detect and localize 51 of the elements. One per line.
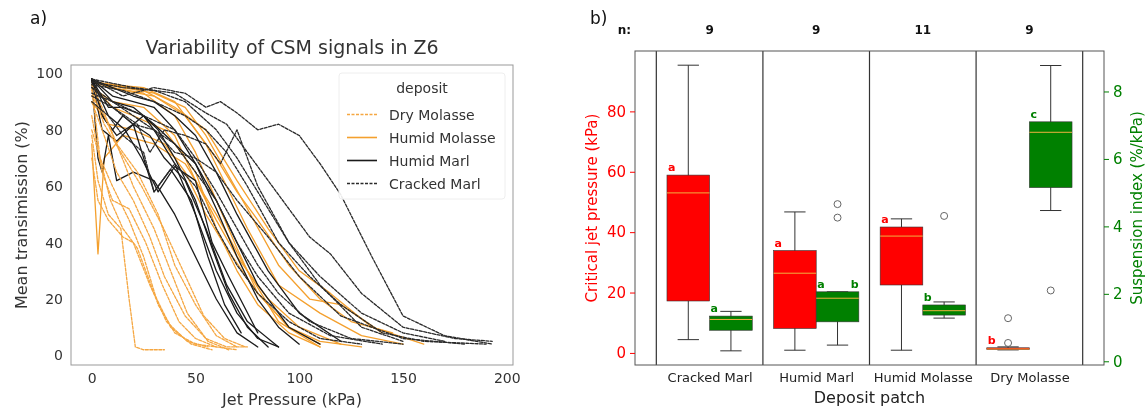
legend-label: Dry Molasse	[389, 106, 475, 123]
text: a	[667, 161, 676, 175]
legend-title: deposit	[396, 80, 449, 96]
y-tick-label: 0	[616, 344, 626, 363]
legend-label: Humid Molasse	[389, 129, 496, 146]
x-tick-label: Cracked Marl	[667, 370, 753, 386]
text: 9	[1025, 23, 1034, 37]
x-tick-label: Humid Marl	[779, 370, 855, 386]
text: c	[1030, 107, 1037, 121]
y2-tick-label: 2	[1113, 285, 1123, 304]
text: b	[923, 290, 932, 304]
x-axis-title: Deposit patch	[813, 388, 926, 407]
text: 11	[914, 23, 932, 37]
chart-title: Variability of CSM signals in Z6	[145, 36, 439, 58]
text: 9	[812, 23, 821, 37]
x-tick-label: 200	[493, 369, 521, 386]
y-tick-label: 20	[606, 283, 626, 302]
x-tick-label: Dry Molasse	[990, 370, 1070, 386]
x-tick-label: 100	[286, 369, 314, 386]
legend-label: Cracked Marl	[389, 175, 481, 192]
y-tick-label: 80	[606, 102, 626, 121]
y-axis-title: Mean transimission (%)	[12, 120, 31, 310]
y-tick-label: 80	[45, 121, 63, 138]
text: n:	[617, 23, 631, 37]
y-tick-label: 0	[54, 347, 63, 364]
y-tick-label: 40	[606, 223, 626, 242]
x-tick-label: 0	[87, 369, 97, 386]
y2-tick-label: 8	[1113, 82, 1123, 101]
y-axis-title: Critical jet pressure (kPa)	[583, 113, 601, 303]
y-tick-label: 100	[36, 65, 63, 82]
x-tick-label: 50	[187, 369, 205, 386]
x-tick-label: Humid Molasse	[873, 370, 973, 386]
y2-axis-title: Suspension index (%/kPa)	[1128, 111, 1145, 305]
text: a	[881, 213, 889, 227]
text: a)	[30, 8, 48, 28]
y-tick-label: 60	[606, 163, 626, 182]
y-tick-label: 20	[45, 291, 63, 307]
text: a	[774, 236, 783, 250]
x-axis-title: Jet Pressure (kPa)	[221, 390, 362, 409]
y2-tick-label: 0	[1113, 352, 1123, 371]
y-tick-label: 60	[45, 178, 63, 195]
legend-label: Humid Marl	[389, 152, 470, 169]
text: b	[987, 333, 996, 347]
text: b)	[590, 8, 608, 28]
x-tick-label: 150	[390, 369, 417, 386]
y2-tick-label: 6	[1113, 150, 1123, 169]
y2-tick-label: 4	[1113, 217, 1123, 236]
text: a	[710, 302, 719, 316]
text: 9	[705, 23, 714, 37]
text: a b	[817, 277, 859, 291]
y-tick-label: 40	[45, 234, 63, 251]
